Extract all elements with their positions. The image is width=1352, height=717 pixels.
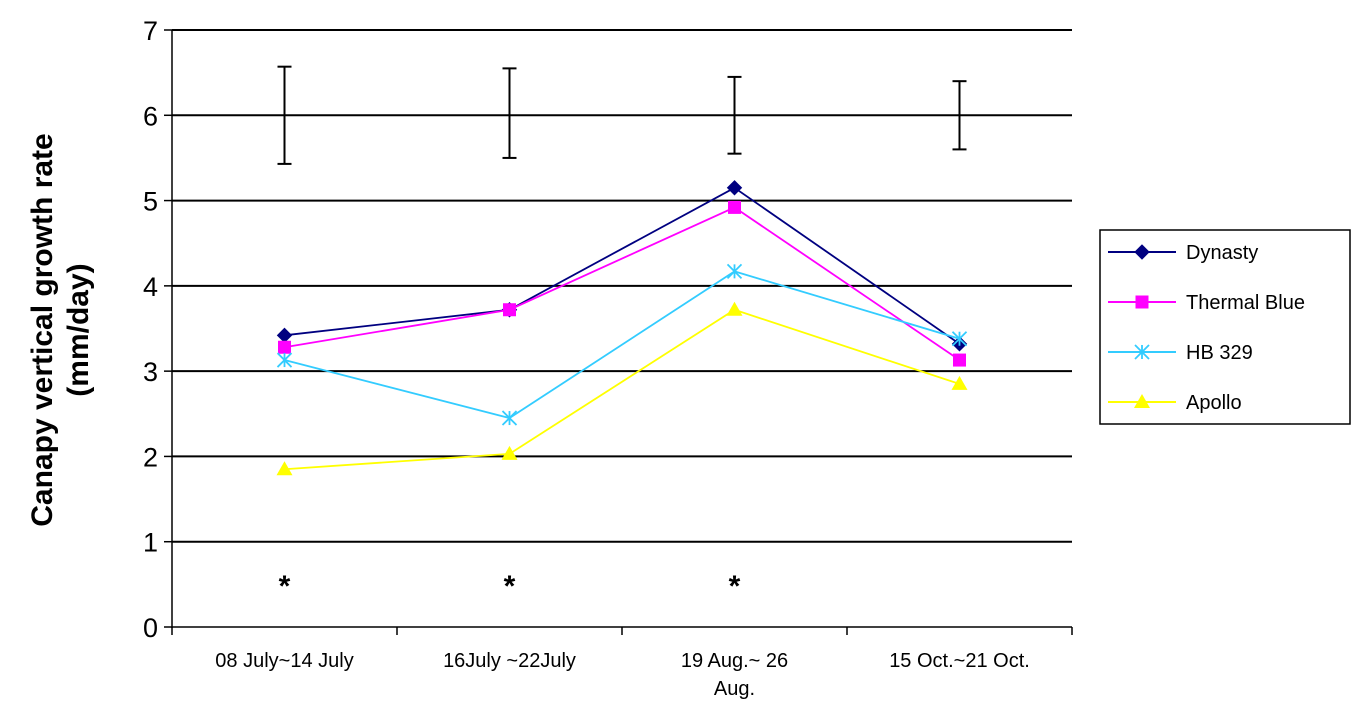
- series-line-hb-329: [284, 270, 960, 420]
- y-tick-label: 0: [143, 613, 158, 643]
- axes: [164, 29, 1073, 635]
- series-line-dynasty: [284, 186, 961, 345]
- legend-label-dynasty: Dynasty: [1186, 242, 1258, 264]
- data-point-hb-329: [501, 410, 518, 426]
- annotations: * * *: [279, 570, 741, 603]
- x-tick-label-line: 19 Aug.~ 26: [681, 650, 788, 672]
- y-tick-label: 2: [143, 442, 158, 472]
- significance-marker: *: [729, 570, 741, 603]
- y-tick-labels: 0 1 2 3 4 5 6 7: [143, 16, 158, 643]
- x-tick-label: 16July ~22July: [443, 650, 576, 672]
- series-lines: [276, 180, 968, 476]
- x-tick-label-line: Aug.: [714, 678, 755, 700]
- y-axis-label-line: Canapy vertical growth rate: [26, 133, 59, 526]
- legend-label-thermal-blue: Thermal Blue: [1186, 292, 1305, 314]
- data-point-thermal-blue: [278, 340, 291, 354]
- y-axis-label-line: (mm/day): [62, 263, 95, 396]
- legend-marker-thermal-blue: [1135, 295, 1149, 309]
- legend-marker-hb-329: [1134, 344, 1150, 360]
- legend-marker-apollo: [1134, 394, 1150, 408]
- data-point-hb-329: [951, 331, 968, 347]
- x-tick-labels: 08 July~14 July 16July ~22July 19 Aug.~ 26…: [215, 650, 1030, 700]
- legend-box: [1099, 229, 1351, 425]
- data-point-dynasty: [726, 180, 743, 196]
- data-point-apollo: [726, 301, 743, 316]
- x-tick-label-line: 08 July~14 July: [215, 650, 353, 672]
- data-point-apollo: [276, 461, 293, 476]
- data-point-apollo: [501, 445, 518, 460]
- data-point-hb-329: [726, 263, 743, 279]
- y-tick-label: 4: [143, 272, 158, 302]
- data-point-apollo: [951, 375, 968, 390]
- x-tick-label: 15 Oct.~21 Oct.: [889, 650, 1030, 672]
- error-bars: [277, 65, 967, 165]
- x-tick-label: 19 Aug.~ 26 Aug.: [681, 650, 788, 700]
- data-point-thermal-blue: [953, 353, 966, 367]
- legend-label-hb-329: HB 329: [1186, 342, 1253, 364]
- data-point-dynasty: [276, 327, 293, 344]
- y-tick-label: 7: [143, 16, 158, 46]
- data-point-thermal-blue: [728, 200, 741, 214]
- gridlines: [172, 29, 1072, 543]
- legend: Dynasty Thermal Blue HB 329 Apollo: [1099, 229, 1351, 425]
- legend-marker-dynasty: [1134, 244, 1150, 260]
- y-axis-label: Canapy vertical growth rate (mm/day): [26, 133, 95, 526]
- significance-marker: *: [279, 570, 291, 603]
- x-tick-label-line: 15 Oct.~21 Oct.: [889, 650, 1030, 672]
- data-point-hb-329: [276, 352, 293, 368]
- y-tick-label: 1: [143, 528, 158, 558]
- y-tick-label: 6: [143, 101, 158, 131]
- data-point-thermal-blue: [503, 303, 516, 317]
- significance-marker: *: [504, 570, 516, 603]
- series-line-apollo: [284, 308, 960, 471]
- x-tick-label: 08 July~14 July: [215, 650, 353, 672]
- legend-label-apollo: Apollo: [1186, 392, 1242, 414]
- series-line-thermal-blue: [284, 206, 961, 361]
- y-tick-label: 3: [143, 357, 158, 387]
- y-tick-label: 5: [143, 187, 158, 217]
- x-tick-label-line: 16July ~22July: [443, 650, 576, 672]
